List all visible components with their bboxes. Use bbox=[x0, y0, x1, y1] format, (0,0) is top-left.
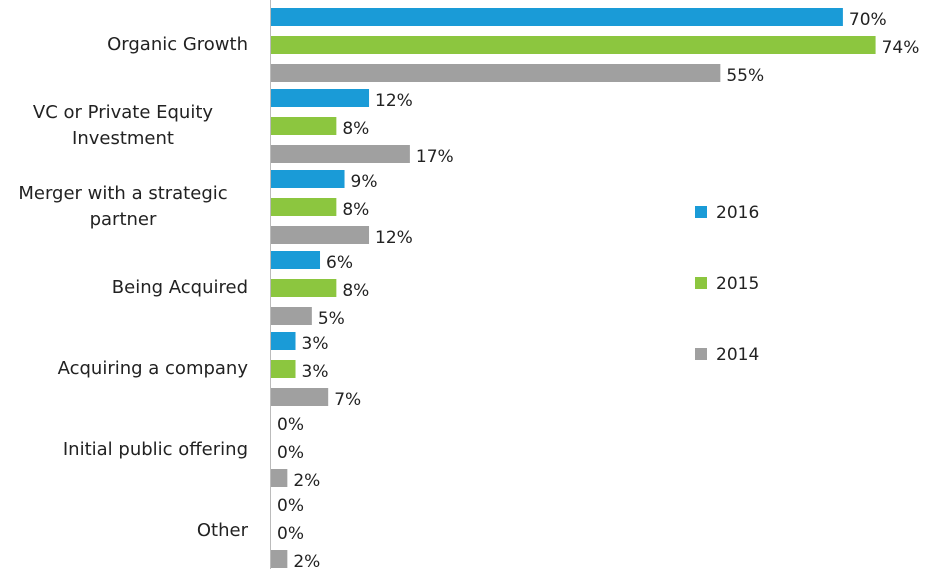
value-label: 12% bbox=[375, 91, 413, 111]
category-label-box: VC or Private Equity Investment bbox=[0, 85, 248, 166]
value-label: 3% bbox=[302, 362, 329, 382]
bar bbox=[271, 279, 337, 297]
legend-label: 2016 bbox=[716, 203, 759, 223]
bar bbox=[271, 388, 329, 406]
bar bbox=[271, 145, 410, 163]
category-label: Organic Growth bbox=[107, 33, 248, 55]
legend-label: 2014 bbox=[716, 345, 759, 365]
category-label-box: Acquiring a company bbox=[0, 328, 248, 409]
bar bbox=[271, 36, 876, 54]
value-label: 70% bbox=[849, 10, 887, 30]
value-label: 74% bbox=[882, 38, 920, 58]
value-label: 7% bbox=[334, 390, 361, 410]
bar bbox=[271, 170, 345, 188]
bar bbox=[271, 469, 288, 487]
category-label: Acquiring a company bbox=[57, 357, 248, 379]
category-label: Merger with a strategic partner bbox=[18, 182, 228, 230]
category-label: Being Acquired bbox=[111, 276, 248, 298]
value-label: 12% bbox=[375, 228, 413, 248]
value-label: 8% bbox=[342, 119, 369, 139]
bar bbox=[271, 360, 296, 378]
bar bbox=[271, 226, 370, 244]
category-label: Other bbox=[196, 519, 248, 541]
category-label-box: Other bbox=[0, 490, 248, 569]
bar bbox=[271, 307, 312, 325]
category-label-box: Merger with a strategic partner bbox=[0, 166, 248, 247]
value-label: 8% bbox=[342, 281, 369, 301]
category-label: VC or Private Equity Investment bbox=[32, 101, 214, 149]
category-label: Initial public offering bbox=[62, 438, 248, 460]
legend-label: 2015 bbox=[716, 274, 759, 294]
bar bbox=[271, 251, 321, 269]
bar bbox=[271, 550, 288, 568]
category-label-box: Being Acquired bbox=[0, 247, 248, 328]
value-label: 0% bbox=[277, 496, 304, 516]
bar bbox=[271, 89, 370, 107]
value-label: 17% bbox=[416, 147, 454, 167]
bar bbox=[271, 117, 337, 135]
value-label: 6% bbox=[326, 253, 353, 273]
legend-swatch bbox=[695, 277, 707, 289]
bar bbox=[271, 198, 337, 216]
value-label: 0% bbox=[277, 524, 304, 544]
value-label: 3% bbox=[302, 334, 329, 354]
value-label: 2% bbox=[293, 552, 320, 569]
value-label: 2% bbox=[293, 471, 320, 491]
legend-swatch bbox=[695, 206, 707, 218]
value-label: 5% bbox=[318, 309, 345, 329]
value-label: 9% bbox=[351, 172, 378, 192]
value-label: 55% bbox=[726, 66, 764, 86]
value-label: 8% bbox=[342, 200, 369, 220]
bar bbox=[271, 64, 721, 82]
category-label-box: Organic Growth bbox=[0, 4, 248, 85]
legend-swatch bbox=[695, 348, 707, 360]
value-label: 0% bbox=[277, 415, 304, 435]
bar bbox=[271, 8, 843, 26]
value-label: 0% bbox=[277, 443, 304, 463]
category-label-box: Initial public offering bbox=[0, 409, 248, 490]
bar bbox=[271, 332, 296, 350]
